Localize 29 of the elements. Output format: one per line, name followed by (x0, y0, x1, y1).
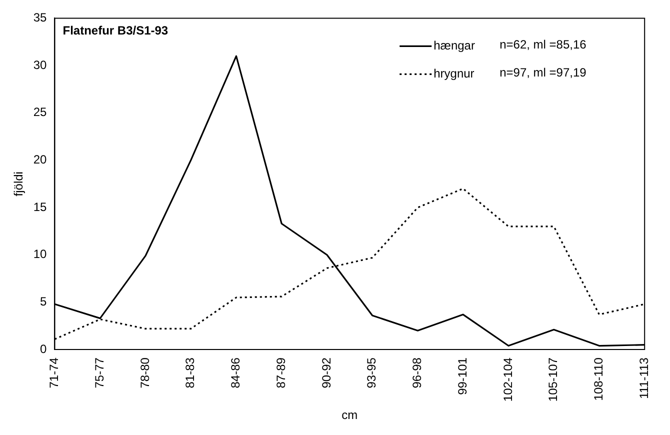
x-tick-label: 87-89 (274, 357, 288, 388)
x-tick-label: 75-77 (92, 357, 106, 388)
x-tick-label: 93-95 (364, 357, 379, 388)
y-axis-title: fjöldi (12, 172, 26, 196)
y-tick-label: 10 (33, 247, 48, 262)
x-tick-label: 111-113 (636, 357, 651, 399)
x-tick-label: 78-80 (138, 357, 152, 388)
y-tick-label: 15 (33, 200, 48, 214)
x-tick-label: 99-101 (455, 357, 470, 395)
x-tick-label: 96-98 (410, 357, 424, 388)
x-tick-label: 90-92 (319, 357, 334, 388)
y-tick-label: 0 (40, 342, 48, 356)
x-tick-label: 108-110 (592, 357, 606, 401)
x-tick-label: 105-107 (546, 357, 560, 402)
y-tick-label: 35 (33, 10, 48, 25)
x-tick-label: 71-74 (47, 357, 62, 388)
x-tick-label: 81-83 (183, 357, 198, 388)
y-tick-label: 5 (40, 294, 48, 309)
annotation: n=62, ml =85,16 (500, 38, 587, 52)
y-tick-label: 20 (33, 152, 48, 167)
x-axis-title: cm (342, 408, 358, 422)
text: Flatnefur B3/S1-93 (62, 24, 168, 38)
y-tick-label: 25 (33, 105, 48, 120)
legend-label: hrygnur (434, 66, 474, 81)
annotation: n=97, ml =97,19 (500, 66, 587, 80)
legend-label: hængar (434, 38, 475, 53)
x-tick-label: 84-86 (228, 357, 243, 388)
x-tick-label: 102-104 (500, 357, 515, 402)
y-tick-label: 30 (33, 58, 48, 72)
